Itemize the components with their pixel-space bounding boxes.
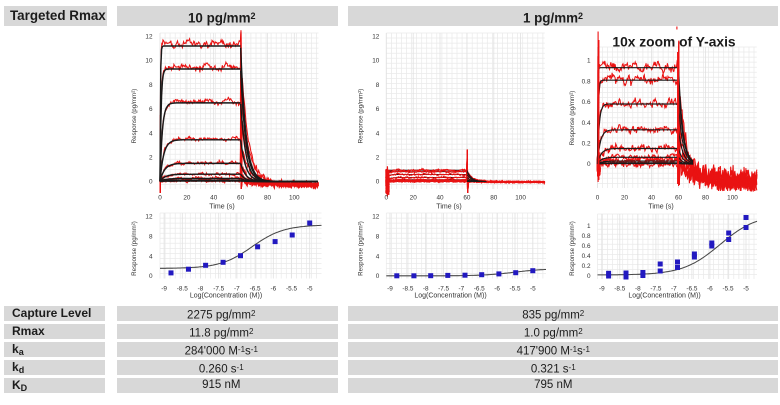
svg-text:-7: -7 [234, 286, 240, 293]
svg-text:10x zoom of Y-axis: 10x zoom of Y-axis [612, 35, 736, 50]
svg-text:-7: -7 [459, 286, 465, 293]
svg-text:0.2: 0.2 [582, 263, 591, 270]
svg-text:10: 10 [145, 58, 153, 65]
svg-text:12: 12 [145, 34, 153, 41]
svg-text:100: 100 [727, 195, 738, 202]
svg-text:2: 2 [149, 155, 153, 162]
svg-text:-8: -8 [198, 286, 204, 293]
svg-text:4: 4 [376, 130, 380, 137]
svg-text:-5.5: -5.5 [286, 286, 297, 293]
svg-text:-6: -6 [707, 286, 713, 293]
svg-text:4: 4 [376, 253, 380, 260]
svg-text:-7.5: -7.5 [650, 286, 661, 293]
svg-text:0.8: 0.8 [582, 233, 591, 240]
svg-text:80: 80 [490, 195, 498, 202]
svg-text:8: 8 [149, 233, 153, 240]
svg-text:Response (pg/mm²): Response (pg/mm²) [569, 91, 576, 146]
svg-text:Response (pg/mm²): Response (pg/mm²) [357, 89, 364, 144]
svg-text:6: 6 [149, 106, 153, 113]
svg-text:4: 4 [149, 253, 153, 260]
svg-text:-8.5: -8.5 [177, 286, 188, 293]
svg-text:12: 12 [372, 213, 380, 220]
svg-text:-6: -6 [270, 286, 276, 293]
svg-text:Time (s): Time (s) [436, 204, 461, 211]
svg-text:0.6: 0.6 [582, 99, 591, 106]
svg-text:100: 100 [289, 195, 300, 202]
svg-text:0.4: 0.4 [582, 253, 591, 260]
svg-text:0: 0 [385, 195, 389, 202]
svg-text:-7: -7 [671, 286, 677, 293]
svg-text:60: 60 [237, 195, 245, 202]
svg-text:4: 4 [149, 130, 153, 137]
svg-text:0.2: 0.2 [582, 141, 591, 148]
svg-text:0.6: 0.6 [582, 243, 591, 250]
svg-text:0: 0 [376, 273, 380, 280]
svg-text:6: 6 [376, 106, 380, 113]
svg-text:-5.5: -5.5 [509, 286, 520, 293]
svg-text:0: 0 [149, 179, 153, 186]
svg-text:10: 10 [372, 58, 380, 65]
svg-text:20: 20 [183, 195, 191, 202]
svg-text:8: 8 [149, 82, 153, 89]
svg-text:Time (s): Time (s) [209, 204, 234, 211]
svg-text:0.8: 0.8 [582, 78, 591, 85]
svg-text:-8.5: -8.5 [402, 286, 413, 293]
svg-text:Log(Concentration (M)): Log(Concentration (M)) [628, 293, 700, 300]
svg-text:1: 1 [587, 58, 591, 65]
svg-text:Response (pg/mm²): Response (pg/mm²) [131, 221, 138, 276]
svg-text:-8.5: -8.5 [614, 286, 625, 293]
svg-text:Response (pg/mm²): Response (pg/mm²) [131, 89, 138, 144]
svg-text:-7.5: -7.5 [213, 286, 224, 293]
svg-text:Log(Concentration (M)): Log(Concentration (M)) [190, 293, 262, 300]
svg-text:-5.5: -5.5 [722, 286, 733, 293]
svg-text:-8: -8 [635, 286, 641, 293]
svg-text:-9: -9 [599, 286, 605, 293]
svg-text:-6: -6 [494, 286, 500, 293]
svg-text:0: 0 [158, 195, 162, 202]
svg-text:-6.5: -6.5 [250, 286, 261, 293]
svg-text:-5: -5 [743, 286, 749, 293]
svg-text:2: 2 [376, 155, 380, 162]
svg-text:40: 40 [436, 195, 444, 202]
svg-text:Response (pg/mm²): Response (pg/mm²) [569, 221, 576, 276]
svg-text:8: 8 [376, 82, 380, 89]
svg-text:60: 60 [675, 195, 683, 202]
svg-text:-5: -5 [307, 286, 313, 293]
svg-text:Response (pg/mm²): Response (pg/mm²) [357, 221, 364, 276]
svg-text:0: 0 [149, 273, 153, 280]
svg-text:0: 0 [587, 273, 591, 280]
svg-text:12: 12 [372, 34, 380, 41]
svg-text:-5: -5 [530, 286, 536, 293]
svg-text:Time (s): Time (s) [648, 204, 673, 211]
svg-text:40: 40 [210, 195, 218, 202]
svg-text:1: 1 [587, 223, 591, 230]
svg-text:60: 60 [463, 195, 471, 202]
svg-text:Log(Concentration (M)): Log(Concentration (M)) [414, 293, 486, 300]
svg-text:20: 20 [621, 195, 629, 202]
svg-text:0: 0 [587, 161, 591, 168]
svg-text:-6.5: -6.5 [686, 286, 697, 293]
svg-text:-8: -8 [423, 286, 429, 293]
svg-text:-7.5: -7.5 [438, 286, 449, 293]
svg-text:8: 8 [376, 233, 380, 240]
svg-text:0.4: 0.4 [582, 120, 591, 127]
svg-text:100: 100 [515, 195, 526, 202]
svg-text:40: 40 [648, 195, 656, 202]
svg-text:0: 0 [596, 195, 600, 202]
svg-text:80: 80 [702, 195, 710, 202]
svg-text:-9: -9 [161, 286, 167, 293]
svg-text:12: 12 [145, 213, 153, 220]
svg-text:80: 80 [264, 195, 272, 202]
svg-text:-9: -9 [387, 286, 393, 293]
svg-text:20: 20 [410, 195, 418, 202]
svg-text:0: 0 [376, 179, 380, 186]
svg-text:-6.5: -6.5 [474, 286, 485, 293]
